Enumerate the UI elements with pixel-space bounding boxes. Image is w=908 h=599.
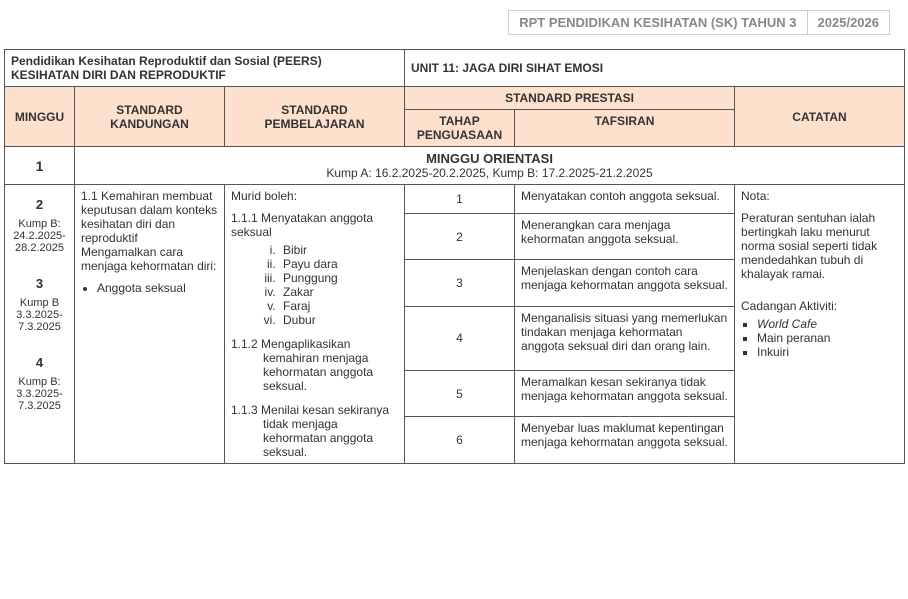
tafsiran-4: Menganalisis situasi yang memerlukan tin… xyxy=(515,306,735,370)
content-row-1: 2 Kump B: 24.2.2025-28.2.2025 3 Kump B 3… xyxy=(5,185,905,214)
orientasi-cell: MINGGU ORIENTASI Kump A: 16.2.2025-20.2.… xyxy=(75,147,905,185)
col-kandungan: STANDARD KANDUNGAN xyxy=(75,87,225,147)
tafsiran-5: Meramalkan kesan sekiranya tidak menjaga… xyxy=(515,370,735,417)
cadangan-3: Inkuiri xyxy=(757,345,898,359)
kandungan-text: 1.1 Kemahiran membuat keputusan dalam ko… xyxy=(81,189,218,273)
pemb-intro: Murid boleh: xyxy=(231,189,398,203)
pemb-112: 1.1.2 Mengaplikasikan kemahiran menjaga … xyxy=(231,337,398,393)
col-catatan: CATATAN xyxy=(735,87,905,147)
orientasi-row: 1 MINGGU ORIENTASI Kump A: 16.2.2025-20.… xyxy=(5,147,905,185)
roman-vi: Dubur xyxy=(279,313,398,327)
doc-title: RPT PENDIDIKAN KESIHATAN (SK) TAHUN 3 xyxy=(508,10,806,35)
minggu-3: 3 xyxy=(11,276,68,291)
tafsiran-6: Menyebar luas maklumat kepentingan menja… xyxy=(515,417,735,464)
pemb-111: 1.1.1 Menyatakan anggota seksual xyxy=(231,211,398,239)
minggu-4-dates: Kump B: 3.3.2025-7.3.2025 xyxy=(11,376,68,412)
doc-year: 2025/2026 xyxy=(807,10,890,35)
cadangan-2: Main peranan xyxy=(757,331,898,345)
kandungan-bullet: Anggota seksual xyxy=(97,281,218,295)
minggu-1: 1 xyxy=(5,147,75,185)
roman-v: Faraj xyxy=(279,299,398,313)
col-minggu: MINGGU xyxy=(5,87,75,147)
minggu-3-dates: Kump B 3.3.2025-7.3.2025 xyxy=(11,297,68,333)
cadangan-label: Cadangan Aktiviti: xyxy=(741,299,898,313)
tahap-5: 5 xyxy=(405,370,515,417)
col-tahap: TAHAP PENGUASAAN xyxy=(405,110,515,147)
minggu-4: 4 xyxy=(11,355,68,370)
pembelajaran-cell: Murid boleh: 1.1.1 Menyatakan anggota se… xyxy=(225,185,405,464)
section-right: UNIT 11: JAGA DIRI SIHAT EMOSI xyxy=(405,50,905,87)
section-row: Pendidikan Kesihatan Reproduktif dan Sos… xyxy=(5,50,905,87)
col-prestasi: STANDARD PRESTASI xyxy=(405,87,735,110)
minggu-2-dates: Kump B: 24.2.2025-28.2.2025 xyxy=(11,218,68,254)
catatan-cell: Nota: Peraturan sentuhan ialah bertingka… xyxy=(735,185,905,464)
tahap-3: 3 xyxy=(405,260,515,307)
cadangan-list: World Cafe Main peranan Inkuiri xyxy=(741,317,898,359)
tafsiran-3: Menjelaskan dengan contoh cara menjaga k… xyxy=(515,260,735,307)
cadangan-1: World Cafe xyxy=(757,317,898,331)
doc-header: RPT PENDIDIKAN KESIHATAN (SK) TAHUN 3 20… xyxy=(18,10,890,35)
roman-iv: Zakar xyxy=(279,285,398,299)
header-row-1: MINGGU STANDARD KANDUNGAN STANDARD PEMBE… xyxy=(5,87,905,110)
tafsiran-2: Menerangkan cara menjaga kehormatan angg… xyxy=(515,213,735,260)
minggu-2: 2 xyxy=(11,197,68,212)
nota-label: Nota: xyxy=(741,189,898,203)
roman-iii: Punggung xyxy=(279,271,398,285)
col-tafsiran: TAFSIRAN xyxy=(515,110,735,147)
tahap-2: 2 xyxy=(405,213,515,260)
nota-text: Peraturan sentuhan ialah bertingkah laku… xyxy=(741,211,898,281)
kandungan-cell: 1.1 Kemahiran membuat keputusan dalam ko… xyxy=(75,185,225,464)
rpt-table: Pendidikan Kesihatan Reproduktif dan Sos… xyxy=(4,49,905,464)
tahap-6: 6 xyxy=(405,417,515,464)
roman-i: Bibir xyxy=(279,243,398,257)
tahap-4: 4 xyxy=(405,306,515,370)
tahap-1: 1 xyxy=(405,185,515,214)
pemb-113: 1.1.3 Menilai kesan sekiranya tidak menj… xyxy=(231,403,398,459)
orientasi-dates: Kump A: 16.2.2025-20.2.2025, Kump B: 17.… xyxy=(81,166,898,180)
minggu-column: 2 Kump B: 24.2.2025-28.2.2025 3 Kump B 3… xyxy=(5,185,75,464)
orientasi-title: MINGGU ORIENTASI xyxy=(81,151,898,166)
col-pembelajaran: STANDARD PEMBELAJARAN xyxy=(225,87,405,147)
pemb-roman-list: Bibir Payu dara Punggung Zakar Faraj Dub… xyxy=(231,243,398,327)
roman-ii: Payu dara xyxy=(279,257,398,271)
section-left: Pendidikan Kesihatan Reproduktif dan Sos… xyxy=(5,50,405,87)
tafsiran-1: Menyatakan contoh anggota seksual. xyxy=(515,185,735,214)
